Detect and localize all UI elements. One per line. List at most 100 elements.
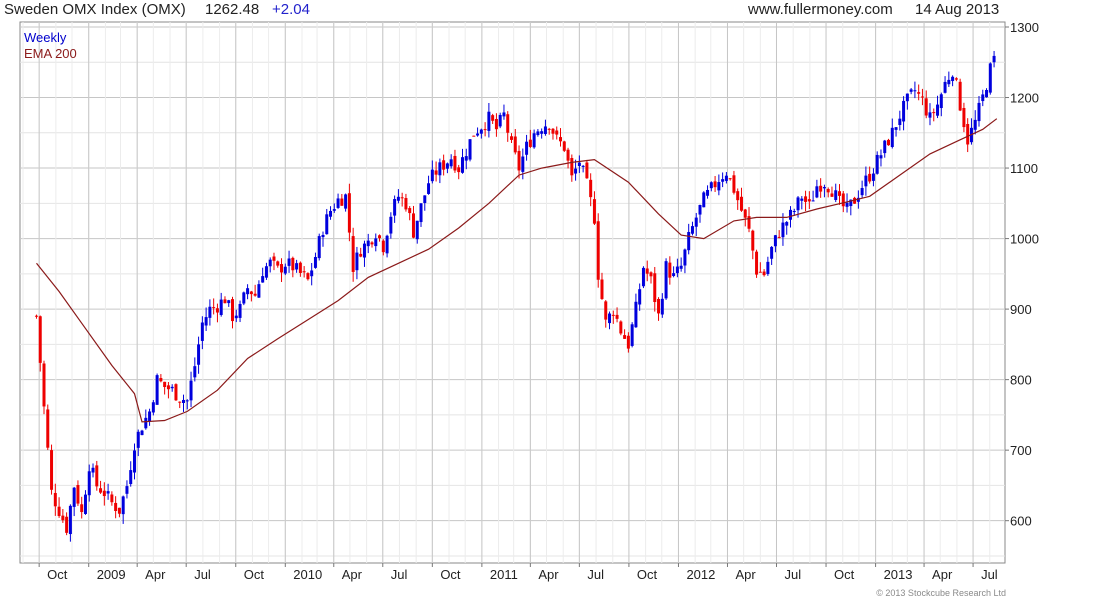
candle-body xyxy=(977,102,981,122)
candle-body xyxy=(875,154,879,174)
candle-body xyxy=(894,127,898,130)
candle-body xyxy=(242,292,246,304)
x-tick-label: Jul xyxy=(194,567,211,582)
candle-body xyxy=(174,384,178,401)
candle-body xyxy=(807,199,811,202)
candle-body xyxy=(83,494,87,514)
candle-body xyxy=(498,114,502,127)
candle-body xyxy=(547,128,551,130)
candle-body xyxy=(687,231,691,251)
candle-body xyxy=(510,136,513,140)
candle-body xyxy=(438,162,442,176)
candle-body xyxy=(114,502,118,511)
candle-body xyxy=(453,155,457,171)
candle-body xyxy=(272,256,276,261)
candle-body xyxy=(46,409,50,448)
candle-body xyxy=(747,216,751,229)
candle-body xyxy=(219,299,223,315)
x-tick-label: Apr xyxy=(538,567,559,582)
candle-body xyxy=(626,335,630,349)
candle-body xyxy=(310,270,314,277)
index-title: Sweden OMX Index (OMX) xyxy=(4,1,186,18)
candle-body xyxy=(713,181,717,188)
candle-body xyxy=(653,273,657,303)
candle-body xyxy=(408,208,412,214)
candle-body xyxy=(706,189,710,196)
candle-body xyxy=(917,92,921,94)
source-link[interactable]: www.fullermoney.com xyxy=(748,1,893,18)
candle-body xyxy=(668,262,672,278)
candle-body xyxy=(381,240,385,253)
candle-body xyxy=(781,222,785,238)
candle-body xyxy=(988,63,992,93)
candle-body xyxy=(755,251,759,275)
candle-body xyxy=(347,193,351,233)
candle-body xyxy=(185,400,189,402)
candle-body xyxy=(589,179,593,198)
candle-body xyxy=(400,197,404,199)
candle-body xyxy=(181,399,185,403)
candle-body xyxy=(464,156,468,161)
candle-body xyxy=(121,496,125,515)
candle-body xyxy=(415,220,419,240)
y-tick-label: 900 xyxy=(1010,302,1032,317)
candle-body xyxy=(766,261,770,275)
candle-body xyxy=(332,209,336,211)
candle-body xyxy=(57,506,61,516)
candle-body xyxy=(491,115,495,121)
candle-body xyxy=(845,202,849,207)
candle-body xyxy=(355,252,359,271)
candle-body xyxy=(42,363,46,407)
x-tick-label: 2010 xyxy=(293,567,322,582)
candle-body xyxy=(856,197,860,202)
candle-body xyxy=(374,238,378,247)
candle-body xyxy=(261,276,265,283)
candle-body xyxy=(321,234,325,238)
candle-body xyxy=(362,243,366,258)
candle-body xyxy=(672,273,676,276)
candle-body xyxy=(973,119,977,130)
candle-body xyxy=(751,230,755,251)
candle-body xyxy=(600,279,604,299)
candle-body xyxy=(596,221,600,280)
candle-body xyxy=(559,137,563,142)
candle-body xyxy=(879,155,883,159)
candle-body xyxy=(796,197,800,211)
candle-body xyxy=(389,216,393,234)
candle-body xyxy=(581,165,585,167)
candle-body xyxy=(163,381,167,388)
candle-body xyxy=(645,268,649,274)
candle-body xyxy=(166,385,170,390)
y-tick-label: 700 xyxy=(1010,443,1032,458)
candle-body xyxy=(449,159,453,167)
candle-body xyxy=(709,182,713,189)
x-tick-label: Oct xyxy=(244,567,265,582)
candle-body xyxy=(657,298,661,314)
candlestick-series xyxy=(34,50,996,542)
candle-body xyxy=(125,486,129,494)
candle-body xyxy=(140,430,144,436)
candle-body xyxy=(758,271,762,273)
y-tick-label: 600 xyxy=(1010,514,1032,529)
candle-body xyxy=(336,198,340,208)
candle-body xyxy=(295,263,299,270)
candle-body xyxy=(442,160,446,170)
candle-body xyxy=(110,494,114,503)
candle-body xyxy=(404,198,408,210)
candle-body xyxy=(641,267,645,287)
candle-body xyxy=(728,178,732,180)
candle-body xyxy=(536,131,540,136)
candle-body xyxy=(68,505,72,535)
candle-body xyxy=(804,196,808,202)
candle-body xyxy=(815,186,819,198)
candle-body xyxy=(788,209,792,220)
candle-body xyxy=(325,214,329,235)
candle-body xyxy=(249,291,253,295)
candle-body xyxy=(419,203,423,223)
x-tick-label: Apr xyxy=(735,567,756,582)
candle-body xyxy=(532,133,536,148)
candle-body xyxy=(197,344,201,365)
candle-body xyxy=(838,191,842,196)
x-tick-label: Apr xyxy=(145,567,166,582)
